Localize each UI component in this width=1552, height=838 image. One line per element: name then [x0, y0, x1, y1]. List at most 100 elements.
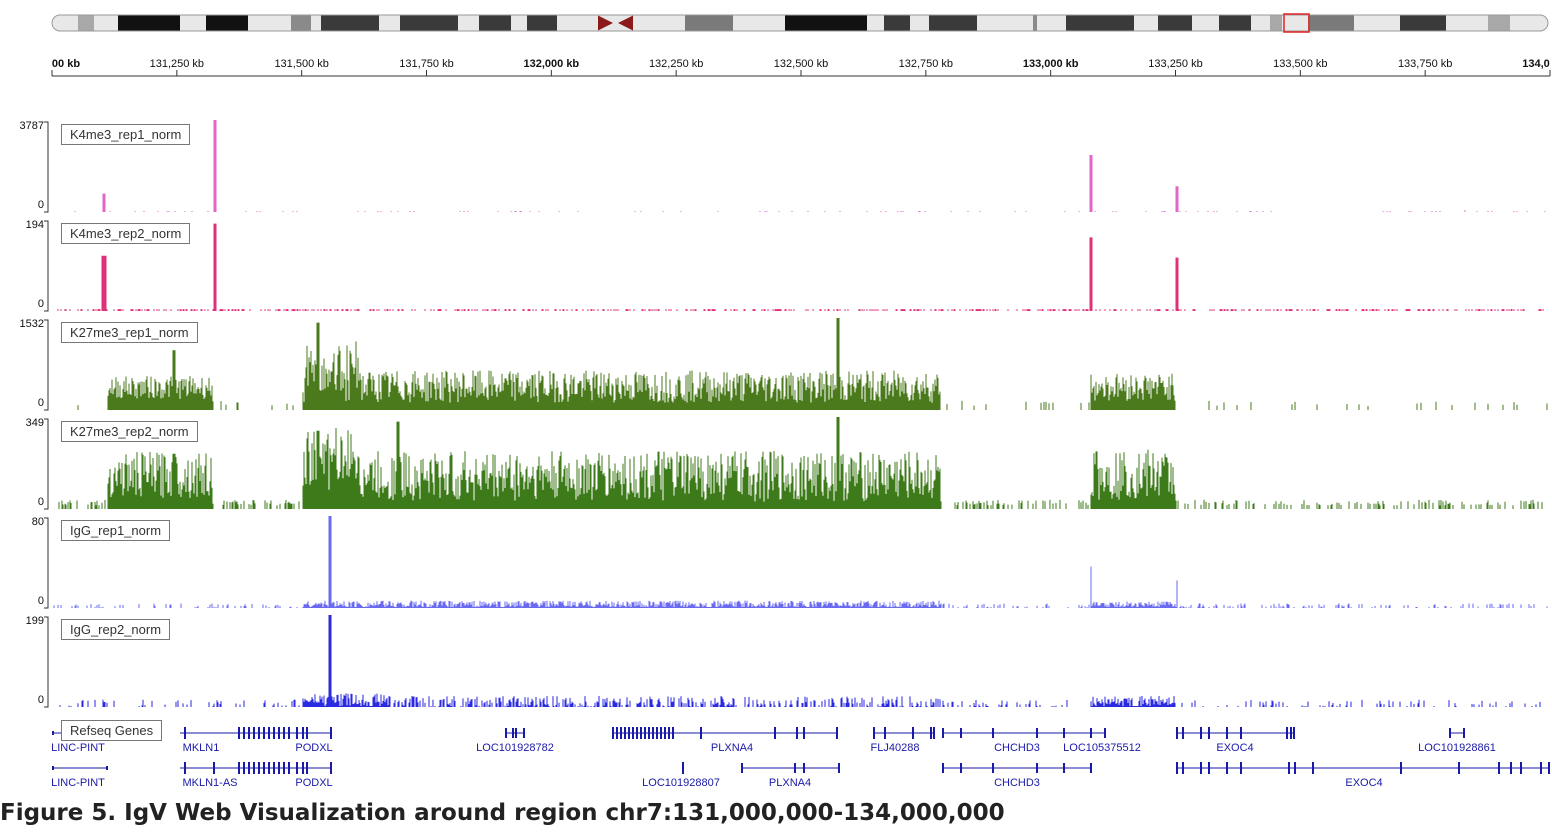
signal-plot[interactable] [0, 217, 1552, 316]
gene-exon[interactable] [52, 731, 54, 735]
gene-label[interactable]: MKLN1 [182, 742, 220, 754]
gene-exon[interactable] [106, 766, 108, 770]
gene-exon[interactable] [1240, 727, 1242, 739]
gene-exon[interactable] [523, 728, 525, 738]
signal-track[interactable]: K27me3_rep2_norm 349 0 [0, 415, 1552, 514]
gene-label[interactable]: PODXL [295, 742, 333, 754]
gene-exon[interactable] [648, 727, 650, 739]
gene-exon[interactable] [1036, 763, 1038, 773]
gene-exon[interactable] [1286, 727, 1288, 739]
signal-plot[interactable] [0, 118, 1552, 217]
gene-exon[interactable] [1063, 728, 1065, 738]
gene-exon[interactable] [620, 727, 622, 739]
signal-plot[interactable] [0, 316, 1552, 415]
gene-label[interactable]: LOC105375512 [1063, 742, 1141, 754]
chromosome-ideogram[interactable] [0, 0, 1552, 40]
gene-exon[interactable] [668, 727, 670, 739]
track-name[interactable]: IgG_rep1_norm [61, 520, 171, 541]
gene-exon[interactable] [283, 727, 285, 739]
gene-exon[interactable] [774, 727, 776, 739]
gene-exon[interactable] [612, 727, 614, 739]
gene-exon[interactable] [1226, 727, 1228, 739]
gene-exon[interactable] [741, 763, 743, 773]
track-name[interactable]: K4me3_rep2_norm [61, 223, 191, 244]
gene-exon[interactable] [1458, 762, 1460, 774]
gene-exon[interactable] [1294, 762, 1296, 774]
gene-exon[interactable] [52, 766, 54, 770]
gene-exon[interactable] [296, 727, 298, 739]
gene-exon[interactable] [838, 763, 840, 773]
gene-exon[interactable] [302, 762, 304, 774]
gene-exon[interactable] [1498, 762, 1500, 774]
gene-exon[interactable] [184, 762, 186, 774]
gene-exon[interactable] [288, 727, 290, 739]
gene-label[interactable]: LOC101928807 [642, 777, 720, 789]
gene-exon[interactable] [960, 728, 962, 738]
gene-exon[interactable] [283, 762, 285, 774]
gene-exon[interactable] [672, 727, 674, 739]
gene-exon[interactable] [656, 727, 658, 739]
gene-label[interactable]: CHCHD3 [994, 742, 1040, 754]
gene-exon[interactable] [636, 727, 638, 739]
gene-exon[interactable] [1548, 762, 1550, 774]
gene-exon[interactable] [873, 727, 875, 739]
gene-exon[interactable] [632, 727, 634, 739]
gene-exon[interactable] [660, 727, 662, 739]
gene-exon[interactable] [268, 727, 270, 739]
gene-exon[interactable] [1290, 727, 1292, 739]
gene-exon[interactable] [248, 727, 250, 739]
signal-track[interactable]: IgG_rep2_norm 199 0 [0, 613, 1552, 712]
gene-exon[interactable] [238, 727, 240, 739]
gene-label[interactable]: PLXNA4 [710, 742, 754, 754]
signal-plot[interactable] [0, 613, 1552, 712]
position-ruler[interactable] [0, 44, 1552, 84]
gene-exon[interactable] [624, 727, 626, 739]
gene-exon[interactable] [1104, 728, 1106, 738]
gene-exon[interactable] [1400, 762, 1402, 774]
gene-exon[interactable] [1182, 762, 1184, 774]
gene-exon[interactable] [302, 727, 304, 739]
gene-exon[interactable] [512, 728, 514, 738]
gene-exon[interactable] [273, 727, 275, 739]
gene-exon[interactable] [296, 762, 298, 774]
gene-label[interactable]: CHCHD3 [994, 777, 1040, 789]
signal-track[interactable]: K4me3_rep1_norm 3787 0 [0, 118, 1552, 217]
signal-plot[interactable] [0, 514, 1552, 613]
gene-exon[interactable] [1182, 727, 1184, 739]
gene-exon[interactable] [1520, 762, 1522, 774]
gene-label[interactable]: LINC-PINT [51, 742, 105, 754]
track-name[interactable]: IgG_rep2_norm [61, 619, 171, 640]
gene-label[interactable]: MKLN1-AS [182, 777, 238, 789]
gene-exon[interactable] [278, 762, 280, 774]
gene-label[interactable]: FLJ40288 [870, 742, 920, 754]
gene-exon[interactable] [258, 762, 260, 774]
gene-label[interactable]: PLXNA4 [768, 777, 812, 789]
gene-exon[interactable] [306, 727, 308, 739]
gene-label[interactable]: LOC101928782 [476, 742, 554, 754]
gene-exon[interactable] [942, 728, 944, 738]
gene-exon[interactable] [213, 762, 215, 774]
gene-exon[interactable] [628, 727, 630, 739]
track-name-refseq[interactable]: Refseq Genes [61, 720, 163, 741]
gene-exon[interactable] [640, 727, 642, 739]
gene-exon[interactable] [1036, 728, 1038, 738]
gene-label[interactable]: PODXL [295, 777, 333, 789]
gene-exon[interactable] [942, 763, 944, 773]
gene-exon[interactable] [884, 727, 886, 739]
gene-exon[interactable] [1226, 762, 1228, 774]
gene-exon[interactable] [1208, 762, 1210, 774]
gene-exon[interactable] [1090, 763, 1092, 773]
gene-exon[interactable] [1240, 762, 1242, 774]
gene-exon[interactable] [1176, 727, 1178, 739]
track-name[interactable]: K27me3_rep1_norm [61, 322, 198, 343]
gene-exon[interactable] [263, 727, 265, 739]
gene-exon[interactable] [253, 727, 255, 739]
gene-exon[interactable] [243, 727, 245, 739]
gene-exon[interactable] [700, 727, 702, 739]
gene-exon[interactable] [258, 727, 260, 739]
gene-exon[interactable] [1449, 728, 1451, 738]
gene-label[interactable]: EXOC4 [1216, 742, 1254, 754]
gene-exon[interactable] [1288, 762, 1290, 774]
gene-exon[interactable] [1200, 762, 1202, 774]
gene-exon[interactable] [796, 727, 798, 739]
